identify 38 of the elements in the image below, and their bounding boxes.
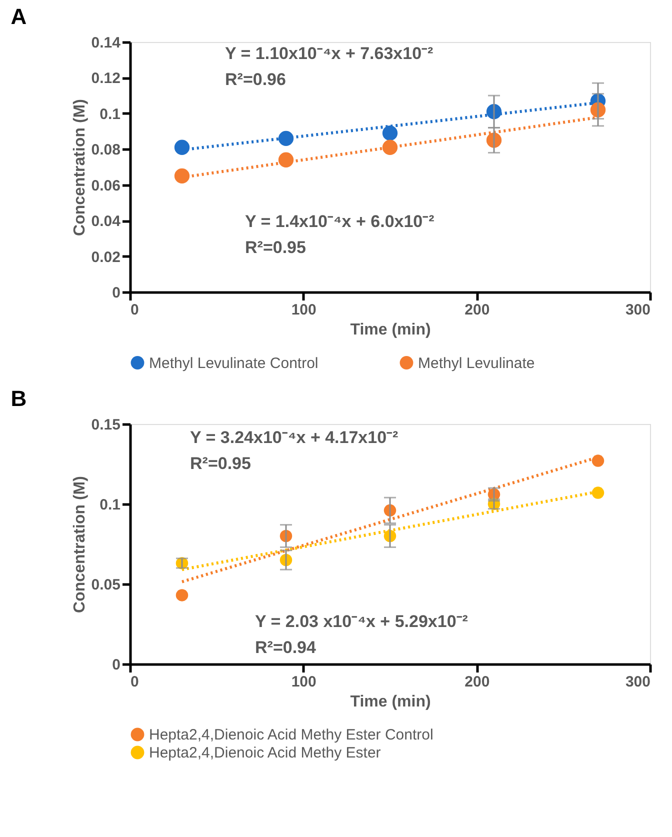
y-tick-label: 0.08 — [91, 142, 120, 159]
legend-label: Methyl Levulinate — [418, 354, 535, 372]
annotation: Y = 3.24x10⁻⁴x + 4.17x10⁻² — [190, 428, 399, 447]
legend-label: Methyl Levulinate Control — [149, 354, 318, 372]
y-tick-label: 0 — [112, 284, 120, 302]
x-tick-label: 0 — [130, 302, 139, 318]
y-tick-label: 0.02 — [91, 248, 120, 266]
y-tick-label: 0.06 — [91, 177, 120, 194]
chart-title: A — [10, 4, 27, 29]
y-axis-title: Concentration (M) — [71, 99, 88, 236]
y-tick-label: 0.05 — [91, 576, 120, 594]
x-tick-label: 300 — [625, 302, 650, 318]
x-tick-label: 100 — [291, 302, 316, 318]
x-tick-label: 200 — [464, 674, 490, 690]
y-tick-label: 0.14 — [91, 34, 122, 52]
y-tick-label: 0.12 — [91, 70, 120, 88]
annotation: Y = 1.10x10⁻⁴x + 7.63x10⁻² — [225, 44, 434, 63]
annotation: R²=0.94 — [255, 638, 316, 657]
y-tick-label: 0.04 — [91, 213, 122, 230]
y-tick-label: 0.1 — [100, 106, 120, 123]
legend-label: Hepta2,4,Dienoic Acid Methy Ester Control — [149, 726, 434, 744]
annotation: Y = 2.03 x10⁻⁴x + 5.29x10⁻² — [255, 612, 468, 631]
y-tick-label: 0.1 — [100, 496, 120, 514]
x-tick-label: 200 — [464, 302, 490, 318]
x-tick-label: 0 — [130, 674, 139, 690]
y-axis-title: Concentration (M) — [71, 476, 88, 613]
annotation: R²=0.96 — [225, 70, 286, 89]
legend-label: Hepta2,4,Dienoic Acid Methy Ester — [149, 744, 381, 762]
x-tick-label: 300 — [625, 674, 650, 690]
y-tick-label: 0 — [112, 656, 120, 674]
x-tick-label: 100 — [291, 674, 316, 690]
annotation: R²=0.95 — [190, 454, 251, 473]
x-axis-title: Time (min) — [350, 694, 431, 710]
y-tick-label: 0.15 — [91, 416, 120, 434]
x-axis-title: Time (min) — [350, 322, 431, 338]
annotation: Y = 1.4x10⁻⁴x + 6.0x10⁻² — [245, 212, 435, 231]
annotation: R²=0.95 — [245, 238, 306, 257]
chart-title: B — [10, 386, 27, 411]
